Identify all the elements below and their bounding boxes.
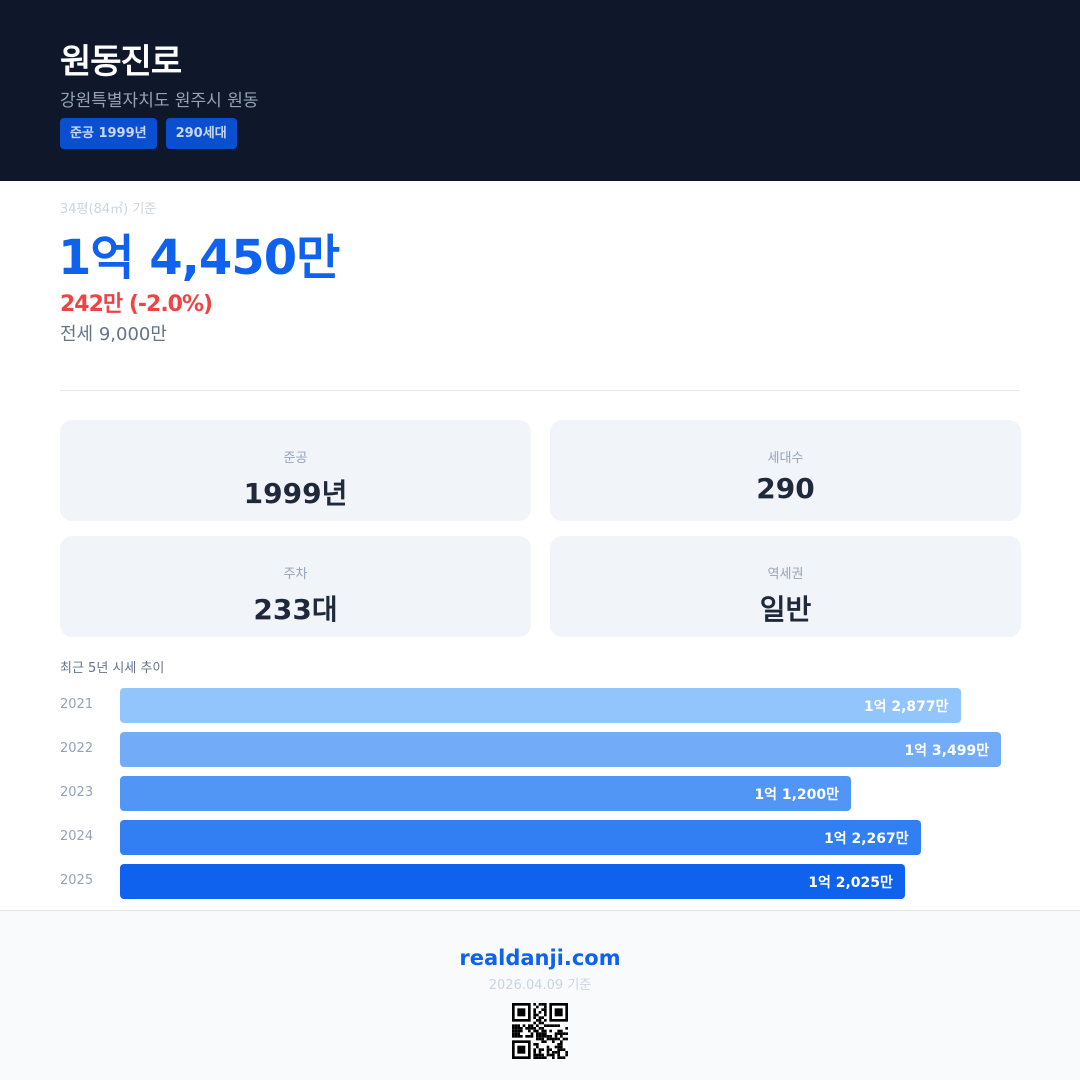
- stat-value: 233대: [253, 593, 338, 626]
- page-title: 원동진로: [60, 42, 182, 82]
- bar: 1억 2,025만: [120, 864, 905, 899]
- bar: 1억 3,499만: [120, 732, 1002, 767]
- chart-row: 2021 1억 2,877만: [60, 688, 1020, 723]
- footer-date: 2026.04.09 기준: [488, 978, 592, 993]
- chart-row: 2022 1억 3,499만: [60, 732, 1020, 767]
- badge-built: 준공 1999년: [60, 118, 157, 149]
- address: 강원특별자치도 원주시 원동: [60, 91, 259, 111]
- bar: 1억 2,877만: [120, 688, 961, 723]
- stat-label: 주차: [283, 567, 308, 582]
- chart-row: 2024 1억 2,267만: [60, 820, 1020, 855]
- bar: 1억 2,267만: [120, 820, 921, 855]
- stat-label: 준공: [283, 451, 308, 466]
- price-value: 1억 4,450만: [58, 230, 340, 286]
- year-label: 2023: [60, 785, 94, 800]
- site-link[interactable]: realdanji.com: [459, 946, 621, 970]
- header: 원동진로 강원특별자치도 원주시 원동 준공 1999년 290세대: [0, 0, 1080, 181]
- price-basis: 34평(84㎡) 기준: [60, 202, 157, 217]
- year-label: 2021: [60, 697, 94, 712]
- chart-row: 2023 1억 1,200만: [60, 776, 1020, 811]
- bar-value-label: 1억 1,200만: [754, 787, 840, 803]
- chart-row: 2025 1억 2,025만: [60, 864, 1020, 899]
- footer: realdanji.com 2026.04.09 기준: [0, 910, 1080, 1080]
- year-label: 2022: [60, 741, 94, 756]
- stat-value: 290: [756, 472, 815, 505]
- stat-value: 1999년: [243, 477, 348, 510]
- bar: 1억 1,200만: [120, 776, 852, 811]
- stat-label: 세대수: [767, 451, 804, 466]
- badge-households: 290세대: [165, 118, 237, 149]
- stat-card-built: 준공 1999년: [60, 420, 531, 521]
- stat-value: 일반: [759, 593, 812, 626]
- qr-code-icon: [512, 1003, 568, 1059]
- stat-label: 역세권: [767, 567, 804, 582]
- bar-value-label: 1억 2,025만: [808, 875, 893, 891]
- price-change: 242만 (-2.0%): [60, 292, 213, 317]
- jeonse-price: 전세 9,000만: [60, 324, 167, 345]
- stat-card-parking: 주차 233대: [60, 536, 531, 637]
- year-label: 2025: [60, 873, 94, 888]
- bar-value-label: 1억 2,267만: [824, 831, 909, 847]
- year-label: 2024: [60, 829, 94, 844]
- bar-value-label: 1억 2,877만: [863, 699, 949, 715]
- divider: [60, 390, 1020, 391]
- stat-card-households: 세대수 290: [550, 420, 1021, 521]
- bar-value-label: 1억 3,499만: [904, 743, 990, 759]
- chart-title: 최근 5년 시세 추이: [60, 661, 165, 676]
